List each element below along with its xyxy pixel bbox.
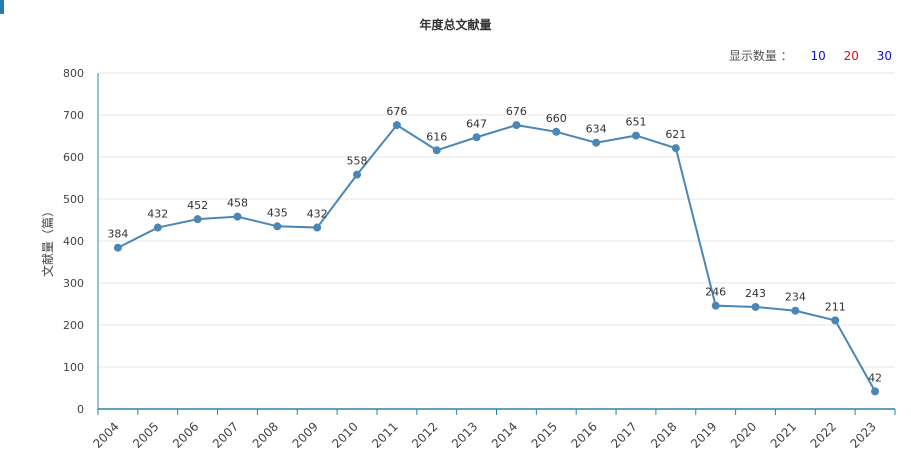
- x-tick-label: 2005: [130, 419, 161, 450]
- data-label: 676: [506, 105, 527, 118]
- series-line: [117, 123, 876, 392]
- data-point: [233, 212, 242, 221]
- data-point: [392, 121, 401, 130]
- y-tick-label: 500: [63, 193, 84, 206]
- y-tick-label: 700: [63, 109, 84, 122]
- y-tick-label: 400: [63, 235, 84, 248]
- x-tick-label: 2014: [489, 419, 520, 450]
- data-label: 432: [147, 208, 168, 221]
- y-tick-label: 200: [63, 319, 84, 332]
- data-label: 243: [745, 287, 766, 300]
- x-tick-label: 2011: [369, 419, 400, 450]
- x-tick-label: 2016: [569, 419, 600, 450]
- y-tick-label: 800: [63, 67, 84, 80]
- data-point: [871, 387, 880, 396]
- data-label: 384: [107, 228, 128, 241]
- data-point: [313, 223, 322, 232]
- data-point: [153, 223, 162, 232]
- data-point: [751, 302, 760, 311]
- x-tick-label: 2017: [608, 419, 639, 450]
- x-tick-label: 2012: [409, 419, 440, 450]
- data-point: [592, 138, 601, 147]
- x-tick-label: 2021: [768, 419, 799, 450]
- data-point: [193, 215, 202, 224]
- data-point: [353, 170, 362, 179]
- data-point: [711, 301, 720, 310]
- x-tick-label: 2010: [329, 419, 360, 450]
- data-label: 634: [586, 123, 607, 136]
- x-tick-label: 2009: [290, 419, 321, 450]
- data-point: [512, 121, 521, 130]
- data-label: 452: [187, 199, 208, 212]
- data-point: [831, 316, 840, 325]
- data-point: [432, 146, 441, 155]
- x-tick-label: 2023: [847, 419, 878, 450]
- data-label: 647: [466, 117, 487, 130]
- data-label: 676: [386, 105, 407, 118]
- x-tick-label: 2006: [170, 419, 201, 450]
- data-label: 616: [426, 130, 447, 143]
- data-label: 621: [665, 128, 686, 141]
- data-point: [791, 306, 800, 315]
- data-point: [472, 133, 481, 142]
- data-point: [631, 131, 640, 140]
- y-tick-label: 300: [63, 277, 84, 290]
- data-label: 432: [307, 208, 328, 221]
- x-tick-label: 2013: [449, 419, 480, 450]
- data-label: 558: [347, 155, 368, 168]
- data-point: [273, 222, 282, 231]
- x-tick-label: 2020: [728, 419, 759, 450]
- data-label: 42: [868, 371, 882, 384]
- data-label: 211: [825, 300, 846, 313]
- data-label: 234: [785, 291, 806, 304]
- data-label: 458: [227, 197, 248, 210]
- x-tick-label: 2015: [529, 419, 560, 450]
- display-count-control: 显示数量 ： 10 20 30: [729, 47, 892, 64]
- data-label: 435: [267, 206, 288, 219]
- display-option-10[interactable]: 10: [810, 49, 826, 63]
- display-option-30[interactable]: 30: [876, 49, 892, 63]
- x-tick-label: 2018: [648, 419, 679, 450]
- x-tick-label: 2004: [90, 419, 121, 450]
- data-label: 246: [705, 286, 726, 299]
- y-tick-label: 100: [63, 361, 84, 374]
- x-tick-label: 2022: [808, 419, 839, 450]
- data-label: 651: [625, 116, 646, 129]
- chart-title: 年度总文献量: [419, 18, 492, 32]
- data-point: [671, 144, 680, 153]
- corner-accent: [0, 0, 4, 14]
- y-axis-title: 文献量（篇）: [40, 205, 55, 277]
- y-tick-label: 0: [77, 403, 84, 416]
- data-point: [113, 243, 122, 252]
- display-option-20[interactable]: 20: [843, 49, 859, 63]
- x-tick-label: 2007: [210, 419, 241, 450]
- display-count-label: 显示数量 ：: [728, 49, 793, 63]
- data-point: [552, 127, 561, 136]
- data-label: 660: [546, 112, 567, 125]
- x-tick-label: 2008: [250, 419, 281, 450]
- x-tick-label: 2019: [688, 419, 719, 450]
- y-tick-label: 600: [63, 151, 84, 164]
